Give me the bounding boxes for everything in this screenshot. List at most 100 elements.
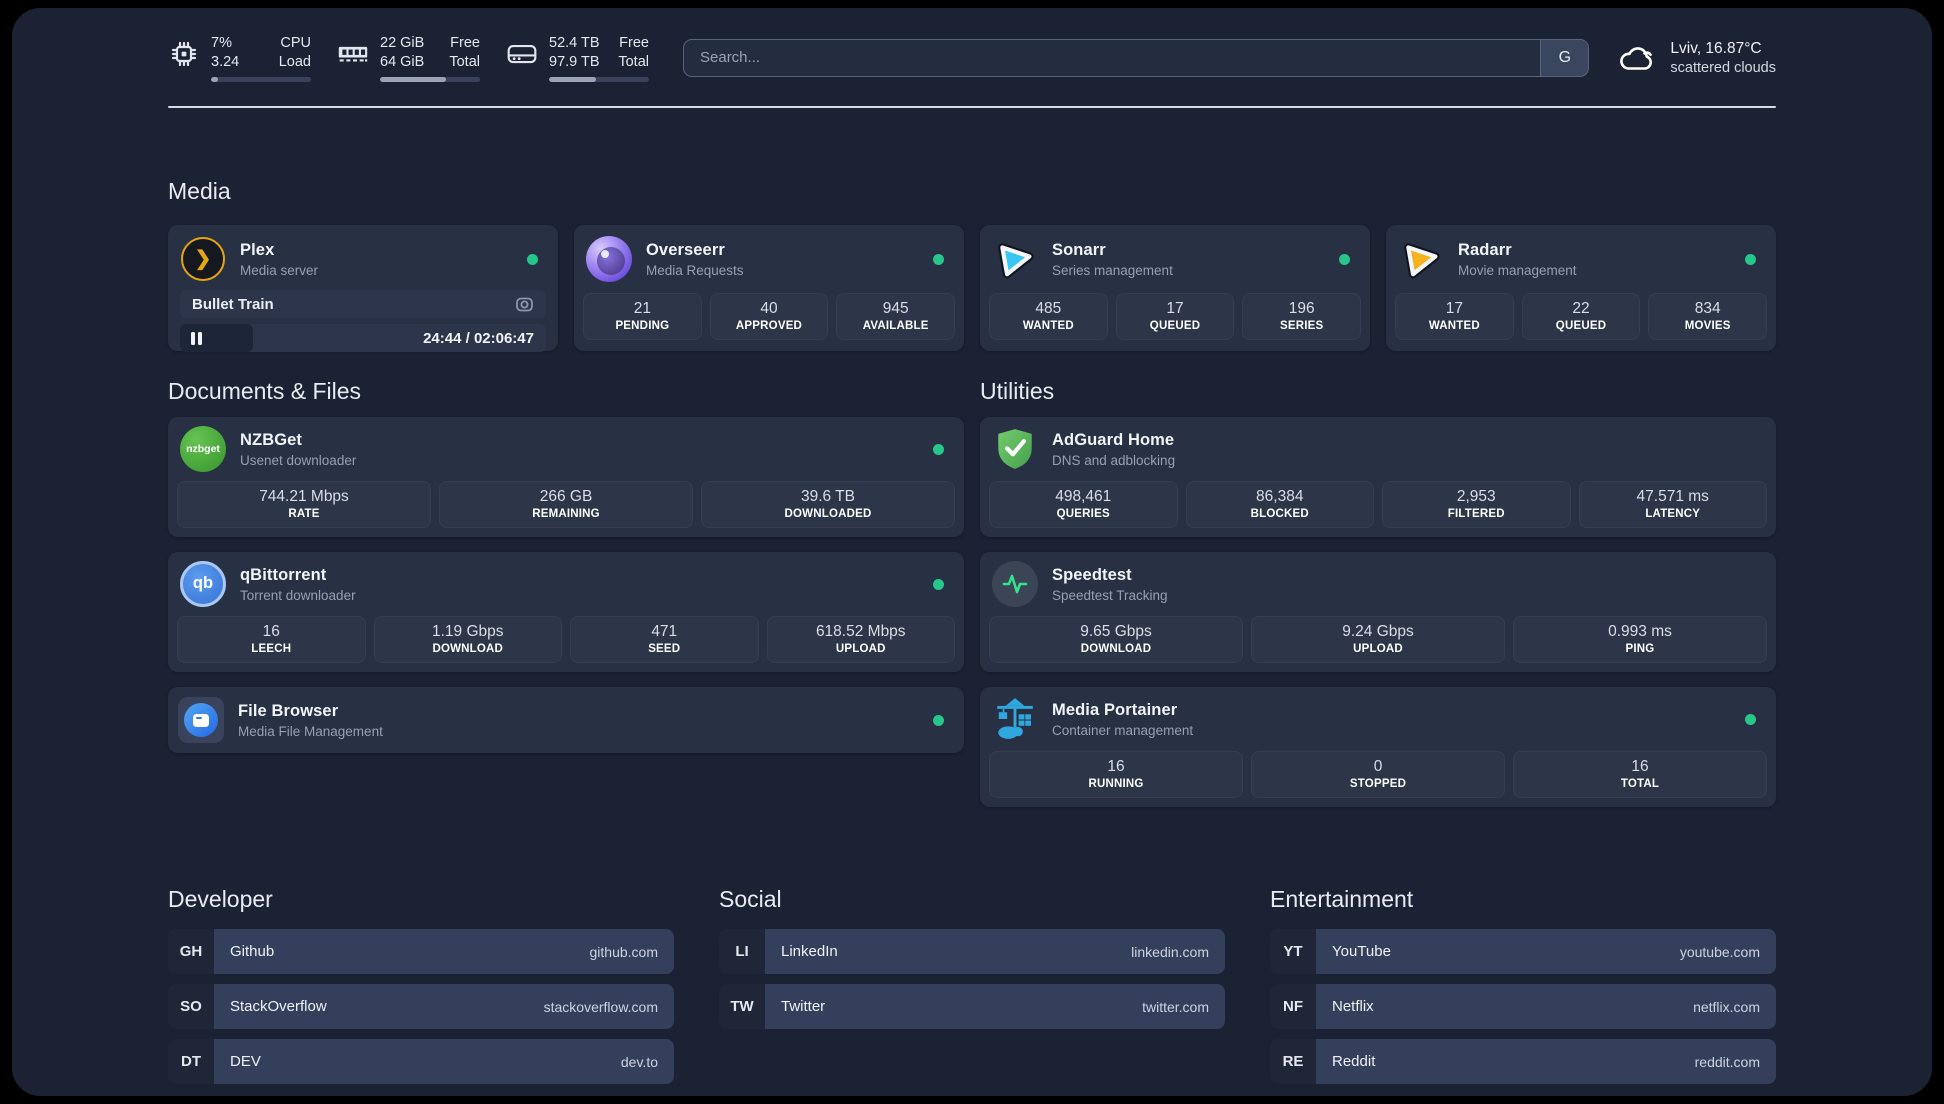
link-name: DEV	[230, 1053, 261, 1071]
link-row-netflix[interactable]: NF Netflix netflix.com	[1270, 984, 1776, 1030]
stat-value: 47.571 ms	[1636, 488, 1709, 506]
status-online-dot	[933, 443, 944, 455]
stat-tile: 2,953 FILTERED	[1382, 481, 1571, 529]
status-online-dot	[1339, 253, 1350, 265]
app-card-filebrowser[interactable]: File Browser Media File Management	[168, 687, 964, 754]
player-progress-row: 24:44 / 02:06:47	[180, 324, 546, 353]
disk-label-1: Free	[619, 35, 649, 51]
app-card-sonarr[interactable]: Sonarr Series management 485 WANTED 17 Q…	[980, 225, 1370, 352]
app-card-plex[interactable]: ❯ Plex Media server Bullet Train	[168, 225, 558, 353]
card-head: AdGuard Home DNS and adblocking	[980, 417, 1776, 476]
app-card-radarr[interactable]: Radarr Movie management 17 WANTED 22 QUE…	[1386, 225, 1776, 352]
status-online-dot	[933, 714, 944, 726]
card-head: ❯ Plex Media server	[168, 225, 558, 288]
link-row-reddit[interactable]: RE Reddit reddit.com	[1270, 1039, 1776, 1085]
section-title-social: Social	[719, 886, 782, 913]
pause-icon[interactable]	[191, 331, 202, 345]
link-row-dev[interactable]: DT DEV dev.to	[168, 1039, 674, 1085]
stat-tile: 945 AVAILABLE	[836, 293, 956, 341]
stat-value: 0	[1373, 758, 1383, 776]
ram-icon	[337, 38, 369, 70]
link-url: netflix.com	[1693, 998, 1760, 1015]
system-metrics: 7% CPU 3.24 Load	[168, 34, 649, 82]
app-card-overseerr[interactable]: Overseerr Media Requests 21 PENDING 40 A…	[574, 225, 964, 352]
app-subtitle: Speedtest Tracking	[1052, 587, 1168, 603]
app-subtitle: Series management	[1052, 262, 1173, 278]
section-title-utilities: Utilities	[980, 378, 1055, 405]
filebrowser-logo-icon	[178, 697, 224, 744]
cpu-progress-fill	[211, 76, 218, 82]
search-provider-button[interactable]: G	[1540, 39, 1589, 76]
link-badge: LI	[719, 929, 765, 975]
link-row-linkedin[interactable]: LI LinkedIn linkedin.com	[719, 929, 1225, 975]
cpu-progress-bar	[211, 76, 311, 82]
stat-value: 945	[882, 300, 909, 318]
stat-tile: 16 TOTAL	[1513, 751, 1767, 799]
stat-tile: 16 RUNNING	[989, 751, 1243, 799]
app-card-speedtest[interactable]: Speedtest Speedtest Tracking 9.65 Gbps D…	[980, 552, 1776, 673]
link-url: stackoverflow.com	[543, 998, 658, 1015]
stat-label: PING	[1625, 643, 1655, 656]
app-title: Media Portainer	[1052, 700, 1178, 719]
disk-progress-fill	[549, 76, 596, 82]
app-title: NZBGet	[240, 430, 303, 449]
disk-free-value: 52.4 TB	[549, 35, 600, 51]
app-card-portainer[interactable]: Media Portainer Container management 16 …	[980, 687, 1776, 808]
app-card-qbittorrent[interactable]: qb qBittorrent Torrent downloader 16 LEE…	[168, 552, 964, 675]
qb-logo-text: qb	[192, 573, 214, 592]
link-url: reddit.com	[1694, 1053, 1760, 1070]
stat-value: 2,953	[1456, 488, 1496, 506]
stat-tile: 485 WANTED	[989, 293, 1108, 341]
stat-label: FILTERED	[1447, 508, 1505, 521]
link-badge: TW	[719, 984, 765, 1030]
stat-tile: 618.52 Mbps UPLOAD	[766, 616, 955, 664]
stat-tile: 1.19 Gbps DOWNLOAD	[373, 616, 562, 664]
stat-value: 9.65 Gbps	[1080, 623, 1152, 641]
app-title: Plex	[240, 240, 275, 259]
stat-value: 471	[651, 623, 678, 641]
app-card-nzbget[interactable]: nzbget NZBGet Usenet downloader 744.21 M…	[168, 417, 964, 538]
stat-tile: 17 QUEUED	[1115, 293, 1235, 341]
stat-row: 16 LEECH 1.19 Gbps DOWNLOAD 471 SEED 618…	[168, 611, 964, 675]
stat-tile: 40 APPROVED	[709, 293, 829, 341]
app-card-adguard[interactable]: AdGuard Home DNS and adblocking 498,461 …	[980, 417, 1776, 538]
link-name: Github	[230, 943, 275, 961]
ram-label-2: Total	[449, 53, 480, 70]
stat-value: 266 GB	[539, 488, 593, 506]
stat-label: QUEUED	[1555, 320, 1607, 333]
stat-label: MOVIES	[1684, 320, 1731, 333]
metric-ram: 22 GiB Free 64 GiB Total	[337, 34, 480, 82]
links-grid: Developer GH Github github.com SO StackO…	[168, 886, 1776, 1094]
stat-tile: 86,384 BLOCKED	[1185, 481, 1374, 529]
app-title: Overseerr	[646, 240, 725, 259]
link-row-youtube[interactable]: YT YouTube youtube.com	[1270, 929, 1776, 975]
stat-label: RUNNING	[1088, 778, 1144, 791]
link-row-twitter[interactable]: TW Twitter twitter.com	[719, 984, 1225, 1030]
weather-location-temp: Lviv, 16.87°C	[1670, 39, 1762, 57]
search-input[interactable]	[684, 39, 1541, 76]
disk-label-2: Total	[618, 53, 649, 70]
link-row-stackoverflow[interactable]: SO StackOverflow stackoverflow.com	[168, 984, 674, 1030]
app-title: Sonarr	[1052, 240, 1106, 259]
status-online-dot	[527, 253, 538, 265]
stat-tile: 471 SEED	[570, 616, 759, 664]
cpu-label-2: Load	[278, 53, 311, 70]
link-row-github[interactable]: GH Github github.com	[168, 929, 674, 975]
stat-tile: 21 PENDING	[583, 293, 702, 341]
stat-tile: 744.21 Mbps RATE	[177, 481, 431, 529]
stat-value: 834	[1694, 300, 1721, 318]
stat-label: APPROVED	[735, 320, 803, 333]
link-name: LinkedIn	[781, 943, 838, 961]
stat-value: 40	[760, 300, 778, 318]
cpu-usage-value: 7%	[211, 35, 232, 51]
stat-value: 16	[262, 623, 280, 641]
link-url: youtube.com	[1679, 943, 1760, 960]
camera-icon	[515, 296, 534, 313]
stat-value: 9.24 Gbps	[1342, 623, 1414, 641]
link-name: StackOverflow	[230, 998, 327, 1016]
stat-value: 39.6 TB	[800, 488, 855, 506]
link-url: github.com	[589, 943, 658, 960]
stat-value: 86,384	[1256, 488, 1304, 506]
cpu-label-1: CPU	[280, 35, 311, 51]
stat-tile: 16 LEECH	[177, 616, 366, 664]
